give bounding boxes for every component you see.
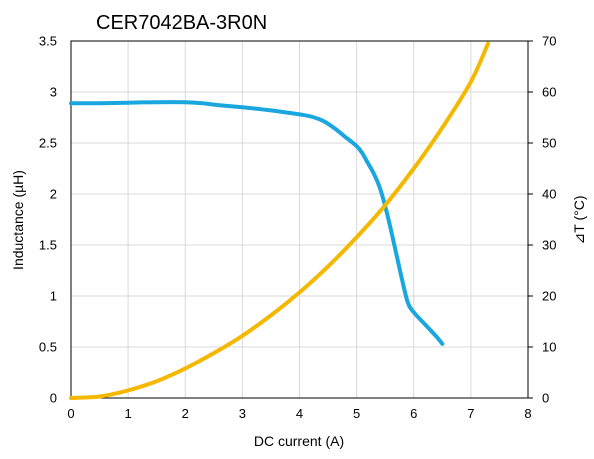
y-left-tick-label: 1 [50,289,57,304]
y-left-tick-label: 2.5 [39,136,57,151]
y-right-tick-label: 0 [542,391,549,406]
y-left-tick-label: 0.5 [39,340,57,355]
x-tick-label: 4 [296,406,303,421]
y-left-tick-label: 0 [50,391,57,406]
x-tick-label: 3 [239,406,246,421]
grid [70,40,529,399]
temperature-rise-line [69,41,490,400]
x-tick-label: 0 [67,406,74,421]
x-tick-label: 1 [125,406,132,421]
x-axis-title: DC current (A) [254,433,344,449]
y-right-tick-label: 30 [542,238,556,253]
inductance-line [69,100,445,346]
y-right-tick-label: 10 [542,340,556,355]
y-axis-right-title: ⊿T (°C) [571,196,587,245]
y-right-tick-label: 20 [542,289,556,304]
plot-frame [70,40,529,399]
x-tick-label: 2 [182,406,189,421]
y-left-tick-label: 1.5 [39,238,57,253]
y-left-tick-label: 2 [50,187,57,202]
x-tick-label: 8 [524,406,531,421]
series-layer [69,41,490,400]
y-right-tick-label: 60 [542,85,556,100]
y-axis-left-title: Inductance (µH) [10,170,26,270]
y-right-tick-label: 70 [542,34,556,49]
y-left-tick-label: 3.5 [39,34,57,49]
x-tick-label: 7 [467,406,474,421]
y-right-tick-label: 50 [542,136,556,151]
x-tick-label: 5 [353,406,360,421]
x-tick-label: 6 [410,406,417,421]
chart-title: CER7042BA-3R0N [96,12,267,34]
y-right-tick-label: 40 [542,187,556,202]
y-left-tick-label: 3 [50,85,57,100]
